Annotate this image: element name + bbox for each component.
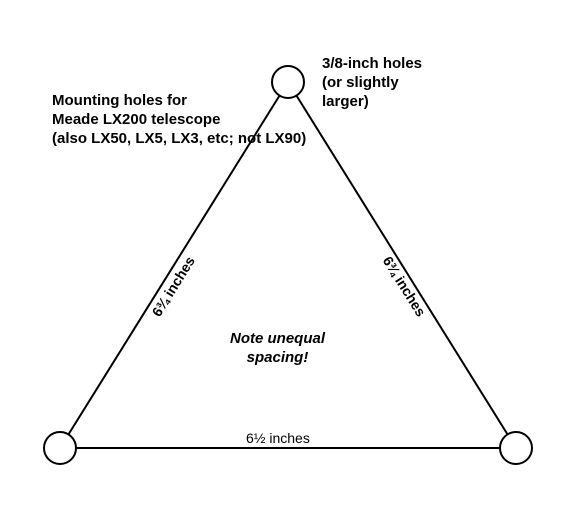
hole-line-3: larger) — [322, 93, 422, 112]
bottom-side-label: 6½ inches — [246, 430, 310, 448]
title-line-3: (also LX50, LX5, LX3, etc; not LX90) — [52, 130, 306, 149]
hole-label: 3/8-inch holes (or slightly larger) — [322, 55, 422, 111]
note-line-1: Note unequal — [230, 330, 325, 349]
mounting-title: Mounting holes for Meade LX200 telescope… — [52, 92, 306, 148]
triangle-right-side — [288, 82, 516, 448]
hole-line-2: (or slightly — [322, 74, 422, 93]
hole-bottom-right — [500, 432, 532, 464]
title-line-2: Meade LX200 telescope — [52, 111, 306, 130]
note-line-2: spacing! — [230, 349, 325, 368]
hole-line-1: 3/8-inch holes — [322, 55, 422, 74]
hole-bottom-left — [44, 432, 76, 464]
title-line-1: Mounting holes for — [52, 92, 306, 111]
note-label: Note unequal spacing! — [230, 330, 325, 368]
